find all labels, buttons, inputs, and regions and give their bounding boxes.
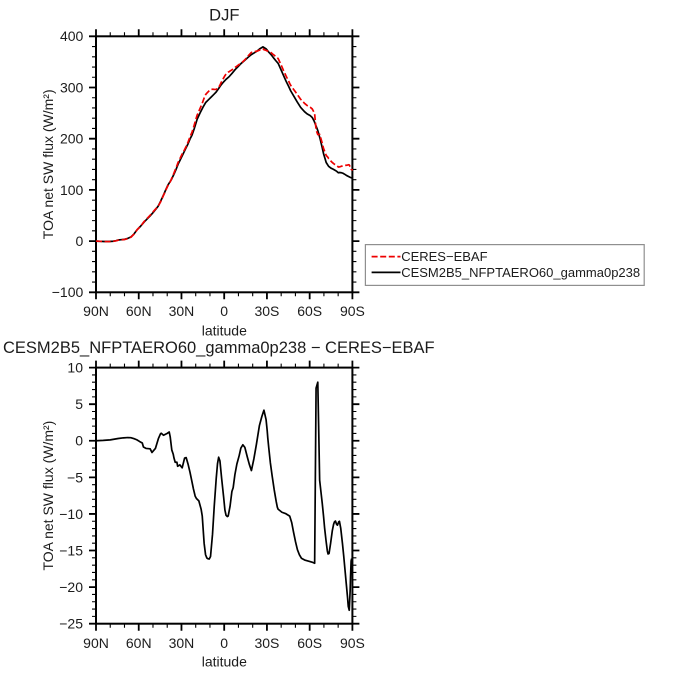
bottom-plot-axes: 90N 60N 30N 0 30S 60S 90S −25 −20 −15 −10 −5 0 5 10 [59, 360, 365, 652]
y-tick-label: −100 [52, 284, 84, 300]
legend-label-model: CESM2B5_NFPTAERO60_gamma0p238 [401, 265, 640, 280]
x-tick-label: 0 [220, 635, 228, 651]
top-panel: DJF TOA net SW flux (W/m²) latitude 90N 6… [40, 7, 365, 339]
x-tick-label: 60S [297, 635, 322, 651]
legend: CERES−EBAF CESM2B5_NFPTAERO60_gamma0p238 [364, 244, 645, 287]
x-tick-label: 30N [169, 303, 195, 319]
legend-box [364, 244, 645, 287]
x-tick-label: 90S [340, 635, 365, 651]
top-plot-ylabel: TOA net SW flux (W/m²) [40, 89, 56, 239]
top-plot-xlabel: latitude [202, 323, 247, 339]
y-tick-label: 400 [60, 28, 84, 44]
x-tick-label: 60N [126, 303, 152, 319]
series-CERES−EBAF [95, 47, 354, 243]
x-tick-label: 90S [340, 303, 365, 319]
y-tick-label: 0 [76, 233, 84, 249]
y-tick-label: 10 [67, 360, 83, 376]
legend-label-ceres-ebaf: CERES−EBAF [401, 249, 487, 264]
bottom-panel: CESM2B5_NFPTAERO60_gamma0p238 − CERES−EB… [3, 339, 435, 670]
top-plot-title: DJF [209, 7, 239, 25]
x-tick-label: 0 [220, 303, 228, 319]
x-tick-label: 30S [254, 303, 279, 319]
major-ticks [89, 29, 360, 300]
x-tick-label: 30N [169, 635, 195, 651]
major-ticks [89, 360, 360, 631]
top-plot-axes: 90N 60N 30N 0 30S 60S 90S −100 0 100 200 300 400 [52, 28, 365, 319]
minor-ticks [92, 32, 357, 297]
y-tick-label: 0 [75, 433, 83, 449]
bottom-plot-ylabel: TOA net SW flux (W/m²) [40, 421, 56, 571]
series-CESM2B5_NFPTAERO60_gamma0p238 − CERES−EBAF [95, 381, 353, 612]
y-tick-label: 200 [60, 131, 84, 147]
bottom-plot-curves [95, 381, 353, 612]
y-tick-label: 100 [60, 182, 84, 198]
y-tick-label: −5 [67, 469, 83, 485]
plot-frame [95, 35, 354, 294]
x-tick-label: 90N [83, 635, 109, 651]
x-tick-label: 60N [126, 635, 152, 651]
bottom-plot-xlabel: latitude [202, 654, 247, 670]
top-plot-curves [95, 46, 354, 243]
bottom-plot-title: CESM2B5_NFPTAERO60_gamma0p238 − CERES−EB… [3, 339, 435, 357]
minor-ticks [92, 363, 357, 628]
y-tick-label: −15 [59, 542, 83, 558]
x-tick-label: 90N [83, 303, 109, 319]
y-tick-label: 300 [60, 79, 84, 95]
y-tick-label: −10 [59, 506, 83, 522]
x-tick-label: 60S [297, 303, 322, 319]
y-tick-label: −25 [59, 616, 83, 632]
y-tick-label: 5 [75, 396, 83, 412]
x-tick-label: 30S [254, 635, 279, 651]
y-tick-label: −20 [59, 579, 83, 595]
